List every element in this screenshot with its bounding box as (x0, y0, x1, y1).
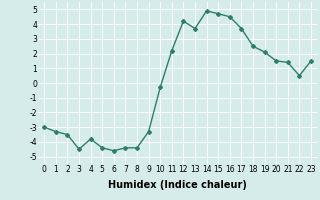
X-axis label: Humidex (Indice chaleur): Humidex (Indice chaleur) (108, 180, 247, 190)
